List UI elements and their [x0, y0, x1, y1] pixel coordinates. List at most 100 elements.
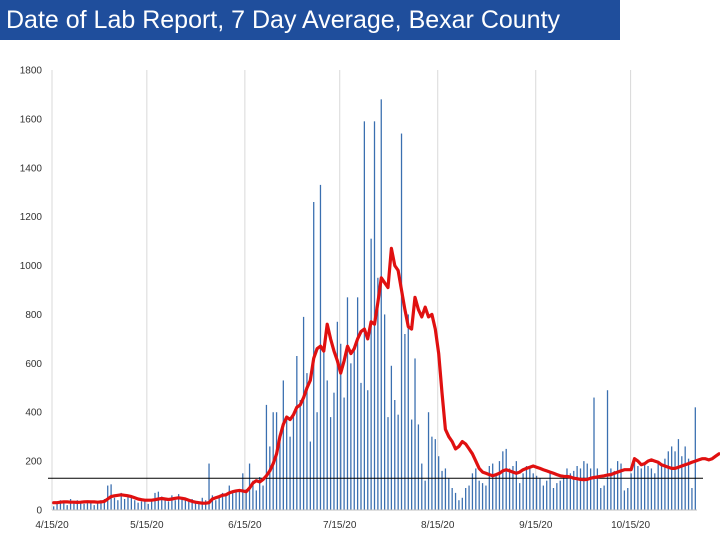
bar [123, 499, 126, 510]
bar [181, 497, 183, 510]
bar [184, 500, 187, 510]
bar [137, 502, 139, 510]
bar [660, 463, 663, 510]
bar [691, 488, 693, 510]
bar [441, 470, 443, 510]
bar [694, 407, 696, 510]
bar [218, 496, 220, 510]
bar [404, 334, 406, 510]
bar [76, 500, 78, 510]
bar [188, 501, 190, 510]
bar [438, 456, 440, 510]
y-tick-label: 200 [25, 457, 42, 468]
bar [394, 400, 396, 510]
bar [397, 414, 399, 510]
bar [495, 475, 497, 510]
bar [485, 485, 487, 510]
x-tick-label: 6/15/20 [228, 520, 262, 531]
bar [411, 419, 413, 510]
bar [59, 500, 62, 510]
bar [387, 417, 389, 510]
bar [140, 501, 143, 510]
bar [478, 480, 480, 510]
bar [377, 277, 379, 510]
bar [674, 451, 676, 510]
y-tick-label: 1800 [20, 66, 43, 77]
x-tick-label: 7/15/20 [323, 520, 357, 531]
bar [515, 461, 517, 510]
bar [329, 417, 332, 510]
bar [421, 463, 423, 510]
bar [562, 475, 565, 510]
y-tick-label: 1600 [20, 114, 43, 125]
bar [83, 503, 85, 510]
bar [627, 488, 629, 510]
bar [134, 500, 136, 510]
bar [451, 488, 453, 510]
bar [576, 466, 578, 510]
bar [326, 380, 328, 510]
bar [343, 397, 345, 510]
bar [367, 390, 369, 510]
bar [610, 468, 612, 510]
bar [677, 439, 680, 510]
bar [407, 314, 409, 510]
bar [171, 495, 173, 510]
bar [252, 480, 254, 510]
bar [522, 473, 524, 510]
bar [542, 485, 544, 510]
bar [532, 473, 534, 510]
y-tick-labels: 0 200 400 600 800 1000 1200 1400 1600 1800 [20, 66, 43, 517]
bar [380, 99, 382, 511]
bar [424, 480, 426, 510]
vertical-gridlines [51, 70, 632, 510]
bar [286, 417, 288, 510]
bar [53, 506, 55, 510]
bar [444, 468, 447, 510]
bar [664, 458, 666, 510]
bar [211, 495, 214, 510]
bar [573, 470, 575, 510]
seven-day-average-line [52, 246, 720, 505]
bar [623, 490, 626, 510]
bar [333, 392, 335, 510]
bar [630, 473, 632, 510]
bar [265, 404, 268, 510]
bar [191, 499, 193, 510]
bar [340, 343, 342, 510]
bar [370, 238, 372, 510]
bar [593, 397, 595, 510]
bar [654, 473, 656, 510]
bar [93, 505, 95, 510]
bar [586, 463, 588, 510]
y-tick-label: 400 [25, 408, 42, 419]
bar [90, 502, 92, 510]
bar [431, 436, 433, 510]
bar [56, 503, 58, 510]
bar [198, 503, 200, 510]
bar [100, 500, 102, 510]
bar [336, 321, 338, 510]
bar [579, 468, 582, 510]
bar [245, 489, 247, 510]
bar [681, 456, 683, 510]
bar [529, 468, 531, 510]
bar [161, 496, 163, 510]
bar [417, 424, 420, 510]
bar [502, 451, 504, 510]
bar [228, 485, 230, 510]
bar [259, 477, 261, 510]
x-tick-label: 10/15/20 [611, 520, 650, 531]
bar [232, 492, 234, 510]
bar [275, 412, 278, 510]
bar [309, 441, 311, 510]
bar [164, 497, 166, 510]
bar [127, 495, 129, 510]
bar [637, 466, 639, 510]
bar [498, 461, 501, 510]
bar [306, 373, 308, 510]
bar [400, 133, 403, 511]
bar [458, 500, 460, 510]
bar [150, 500, 153, 510]
y-tick-label: 1400 [20, 163, 43, 174]
